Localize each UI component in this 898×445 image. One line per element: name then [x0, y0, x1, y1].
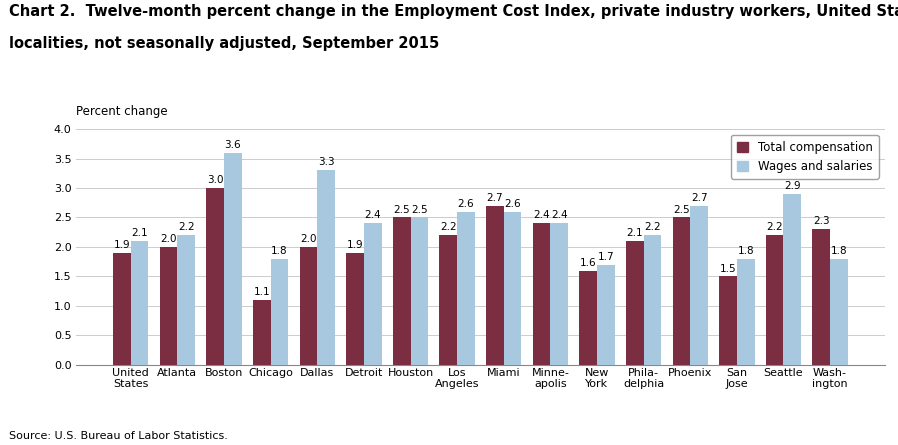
Text: 2.7: 2.7 — [691, 193, 708, 203]
Text: Chart 2.  Twelve-month percent change in the Employment Cost Index, private indu: Chart 2. Twelve-month percent change in … — [9, 4, 898, 20]
Text: 2.2: 2.2 — [644, 222, 661, 232]
Text: 2.4: 2.4 — [550, 210, 568, 220]
Text: 2.7: 2.7 — [487, 193, 503, 203]
Text: 2.6: 2.6 — [458, 198, 474, 209]
Bar — [550, 223, 568, 365]
Bar — [533, 223, 550, 365]
Bar — [131, 241, 148, 365]
Text: 1.7: 1.7 — [597, 252, 614, 262]
Text: Percent change: Percent change — [76, 105, 168, 118]
Bar — [673, 218, 691, 365]
Bar — [270, 259, 288, 365]
Bar — [300, 247, 317, 365]
Bar — [207, 188, 224, 365]
Text: 2.4: 2.4 — [533, 210, 550, 220]
Bar — [719, 276, 737, 365]
Bar — [626, 241, 644, 365]
Bar — [766, 235, 783, 365]
Text: 1.8: 1.8 — [831, 246, 847, 256]
Bar — [813, 229, 830, 365]
Legend: Total compensation, Wages and salaries: Total compensation, Wages and salaries — [731, 135, 878, 178]
Text: 2.4: 2.4 — [365, 210, 381, 220]
Bar — [113, 253, 131, 365]
Bar — [346, 253, 364, 365]
Text: 2.5: 2.5 — [673, 205, 690, 214]
Text: 3.3: 3.3 — [318, 158, 334, 167]
Bar — [644, 235, 661, 365]
Text: 1.5: 1.5 — [719, 263, 736, 274]
Bar — [504, 211, 522, 365]
Bar — [830, 259, 848, 365]
Bar — [410, 218, 428, 365]
Text: 1.8: 1.8 — [271, 246, 288, 256]
Text: 3.0: 3.0 — [207, 175, 224, 185]
Text: 1.9: 1.9 — [347, 240, 364, 250]
Bar — [783, 194, 801, 365]
Bar — [737, 259, 754, 365]
Text: 2.6: 2.6 — [505, 198, 521, 209]
Bar — [691, 206, 708, 365]
Bar — [178, 235, 195, 365]
Text: 2.1: 2.1 — [627, 228, 643, 238]
Text: 2.2: 2.2 — [766, 222, 783, 232]
Text: 2.0: 2.0 — [161, 234, 177, 244]
Text: 2.2: 2.2 — [178, 222, 195, 232]
Bar — [392, 218, 410, 365]
Bar — [364, 223, 382, 365]
Bar — [224, 153, 242, 365]
Text: 1.9: 1.9 — [114, 240, 130, 250]
Text: 2.2: 2.2 — [440, 222, 456, 232]
Bar — [579, 271, 597, 365]
Text: 2.3: 2.3 — [813, 216, 830, 227]
Bar — [457, 211, 475, 365]
Text: 2.1: 2.1 — [131, 228, 148, 238]
Bar — [253, 300, 270, 365]
Text: 3.6: 3.6 — [224, 140, 242, 150]
Bar — [160, 247, 178, 365]
Bar — [317, 170, 335, 365]
Text: 2.0: 2.0 — [300, 234, 317, 244]
Bar — [486, 206, 504, 365]
Text: localities, not seasonally adjusted, September 2015: localities, not seasonally adjusted, Sep… — [9, 36, 439, 51]
Text: Source: U.S. Bureau of Labor Statistics.: Source: U.S. Bureau of Labor Statistics. — [9, 431, 228, 441]
Text: 1.8: 1.8 — [737, 246, 754, 256]
Text: 2.5: 2.5 — [393, 205, 410, 214]
Text: 1.6: 1.6 — [580, 258, 596, 267]
Bar — [439, 235, 457, 365]
Text: 2.5: 2.5 — [411, 205, 427, 214]
Bar — [597, 265, 615, 365]
Text: 2.9: 2.9 — [784, 181, 801, 191]
Text: 1.1: 1.1 — [253, 287, 270, 297]
